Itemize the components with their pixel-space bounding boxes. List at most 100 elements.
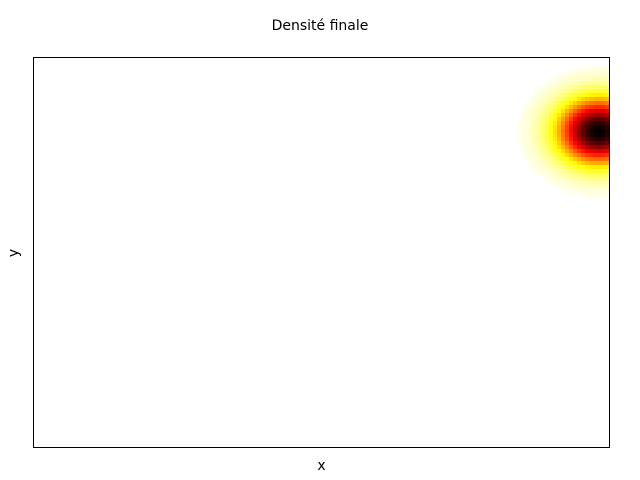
- heat-cell: [537, 93, 541, 97]
- heat-cell: [573, 137, 577, 141]
- heat-cell: [569, 105, 573, 109]
- heat-cell: [541, 93, 545, 97]
- heat-cell: [545, 125, 549, 129]
- heat-cell: [605, 157, 609, 161]
- heat-cell: [593, 181, 597, 185]
- heat-cell: [577, 73, 581, 77]
- heat-cell: [537, 153, 541, 157]
- heat-cell: [581, 69, 585, 73]
- heat-cell: [565, 161, 569, 165]
- heat-cell: [573, 177, 577, 181]
- heat-cell: [541, 173, 545, 177]
- heat-cell: [581, 153, 585, 157]
- heat-cell: [593, 93, 597, 97]
- heat-cell: [569, 173, 573, 177]
- heat-cell: [597, 81, 601, 85]
- heat-cell: [589, 169, 593, 173]
- heat-cell: [589, 65, 593, 69]
- heat-cell: [593, 81, 597, 85]
- heat-cell: [597, 133, 601, 137]
- heat-cell: [565, 113, 569, 117]
- heat-cell: [601, 161, 605, 165]
- heat-cell: [597, 89, 601, 93]
- heat-cell: [577, 161, 581, 165]
- heat-cell: [581, 133, 585, 137]
- heat-cell: [537, 89, 541, 93]
- heat-cell: [525, 153, 529, 157]
- heat-cell: [593, 117, 597, 121]
- heat-cell: [597, 73, 601, 77]
- heat-cell: [545, 145, 549, 149]
- heat-cell: [593, 157, 597, 161]
- heat-cell: [533, 133, 537, 137]
- heat-cell: [577, 89, 581, 93]
- heat-cell: [565, 81, 569, 85]
- heat-cell: [533, 137, 537, 141]
- heat-cell: [549, 85, 553, 89]
- heat-cell: [589, 69, 593, 73]
- heat-cell: [593, 77, 597, 81]
- heat-cell: [589, 177, 593, 181]
- heat-cell: [533, 149, 537, 153]
- heat-cell: [585, 85, 589, 89]
- heat-cell: [561, 89, 565, 93]
- heat-cell: [581, 129, 585, 133]
- heat-cell: [577, 113, 581, 117]
- heat-cell: [557, 153, 561, 157]
- heat-cell: [605, 161, 609, 165]
- heat-cell: [549, 129, 553, 133]
- heat-cell: [573, 121, 577, 125]
- heat-cell: [593, 65, 597, 69]
- heat-cell: [561, 145, 565, 149]
- heat-cell: [533, 129, 537, 133]
- heat-cell: [601, 101, 605, 105]
- heat-cell: [589, 117, 593, 121]
- heat-cell: [585, 141, 589, 145]
- heat-cell: [565, 69, 569, 73]
- heat-cell: [577, 105, 581, 109]
- heat-cell: [569, 85, 573, 89]
- heat-cell: [537, 85, 541, 89]
- heat-cell: [589, 153, 593, 157]
- heat-cell: [565, 85, 569, 89]
- heat-cell: [589, 173, 593, 177]
- heat-cell: [537, 101, 541, 105]
- heat-cell: [545, 161, 549, 165]
- heat-cell: [545, 173, 549, 177]
- heat-cell: [561, 173, 565, 177]
- heat-cell: [585, 77, 589, 81]
- heat-cell: [561, 161, 565, 165]
- heat-cell: [561, 97, 565, 101]
- heat-cell: [541, 153, 545, 157]
- heat-cell: [529, 97, 533, 101]
- heat-cell: [585, 185, 589, 189]
- heat-cell: [545, 121, 549, 125]
- heat-cell: [565, 133, 569, 137]
- heat-cell: [605, 121, 609, 125]
- heat-cell: [557, 77, 561, 81]
- heat-cell: [581, 121, 585, 125]
- heat-cell: [545, 149, 549, 153]
- heat-cell: [577, 77, 581, 81]
- heat-cell: [589, 137, 593, 141]
- heat-cell: [561, 169, 565, 173]
- heat-cell: [573, 153, 577, 157]
- heat-cell: [565, 117, 569, 121]
- heat-cell: [529, 101, 533, 105]
- heat-cell: [593, 137, 597, 141]
- heat-cell: [577, 137, 581, 141]
- heat-cell: [537, 105, 541, 109]
- heat-cell: [605, 149, 609, 153]
- heat-cell: [561, 117, 565, 121]
- heat-cell: [537, 169, 541, 173]
- heat-cell: [525, 157, 529, 161]
- heat-cell: [585, 69, 589, 73]
- heat-cell: [561, 109, 565, 113]
- heat-cell: [585, 137, 589, 141]
- heat-cell: [545, 97, 549, 101]
- heat-cell: [593, 189, 597, 193]
- heat-cell: [581, 193, 585, 197]
- heat-cell: [525, 137, 529, 141]
- heat-cell: [593, 89, 597, 93]
- heat-cell: [561, 153, 565, 157]
